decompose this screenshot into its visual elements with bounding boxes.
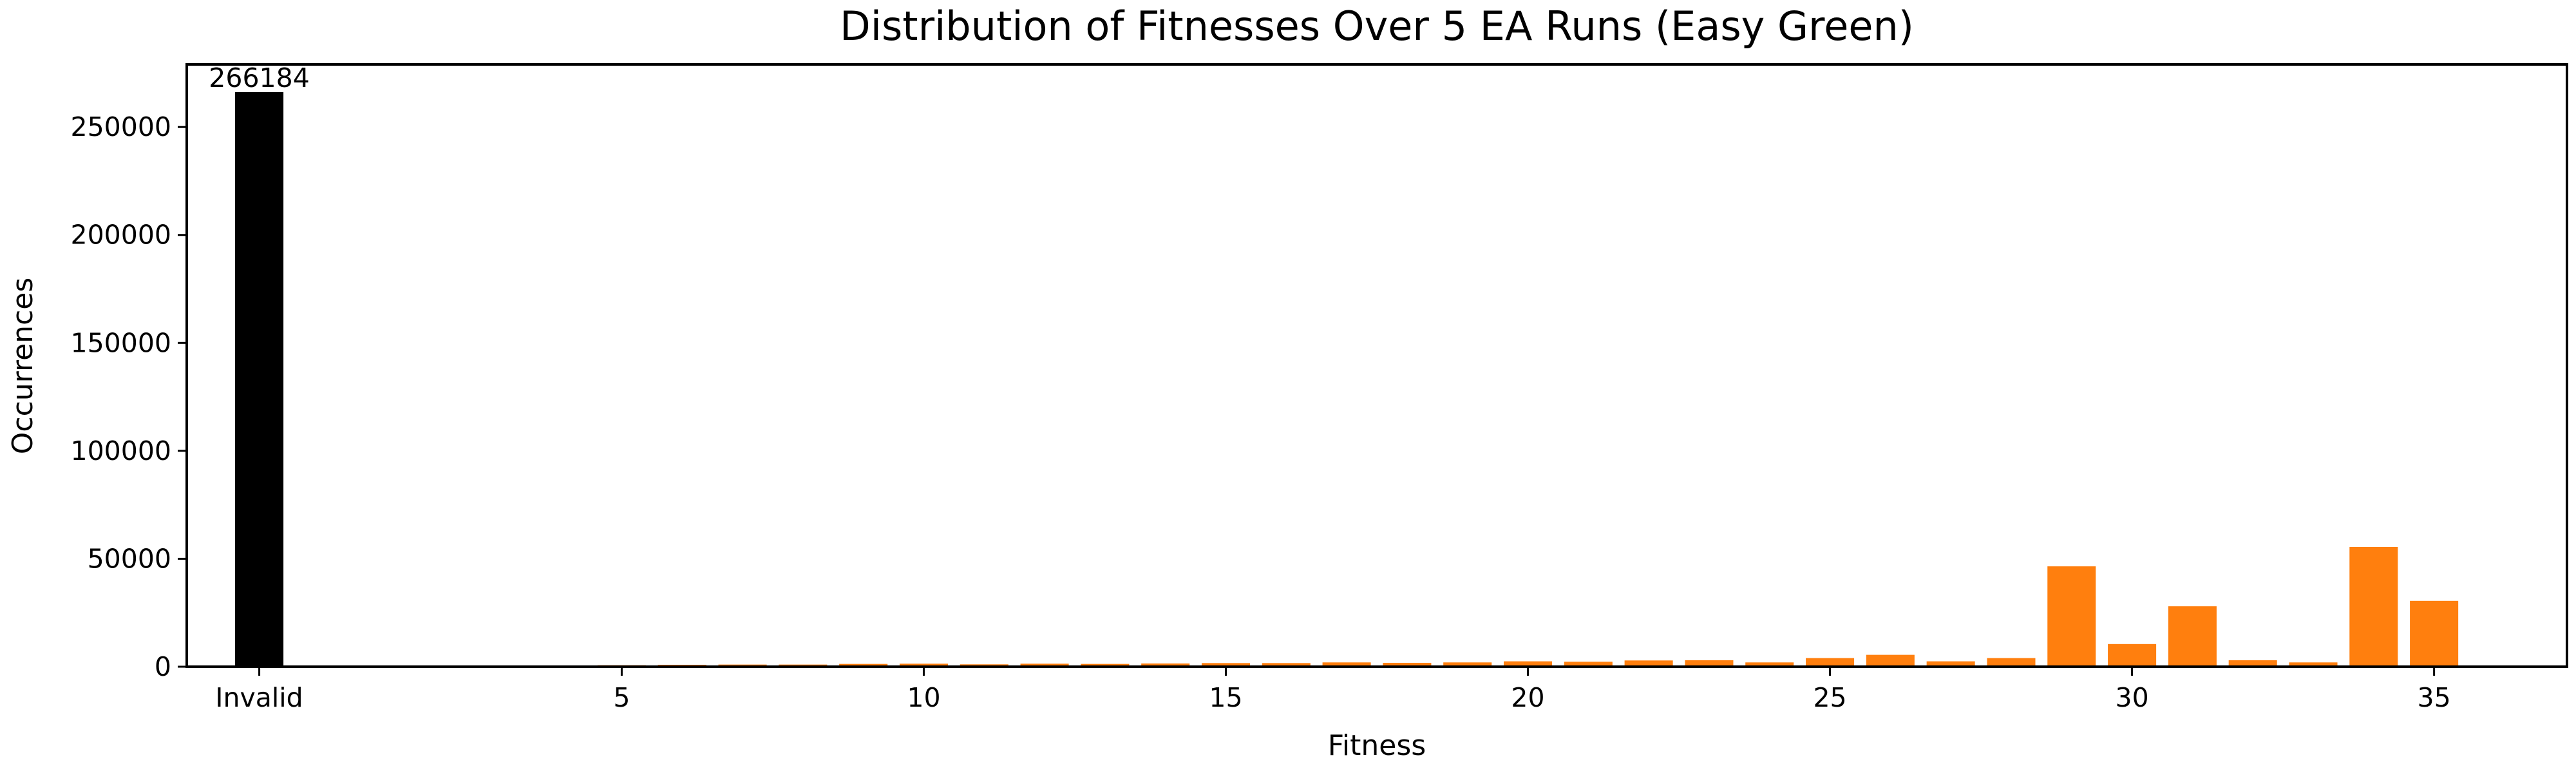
- bar-fitness-15: [1201, 663, 1251, 667]
- bar-fitness-13: [1081, 663, 1130, 667]
- y-tick-label-200000: 200000: [70, 220, 171, 251]
- bar-fitness-25: [1806, 658, 1855, 667]
- y-tick-label-0: 0: [155, 651, 171, 682]
- x-tick-label-15: 15: [1209, 682, 1242, 713]
- y-tick-label-50000: 50000: [88, 543, 171, 574]
- y-tick-label-100000: 100000: [70, 435, 171, 466]
- bar-fitness-33: [2289, 662, 2338, 667]
- plot-frame: [185, 63, 2568, 668]
- x-tick-label-30: 30: [2116, 682, 2149, 713]
- bar-fitness-17: [1322, 662, 1371, 667]
- bar-fitness-24: [1745, 662, 1794, 667]
- bar-fitness-27: [1926, 661, 1975, 667]
- bar-fitness-20: [1503, 661, 1553, 667]
- y-tick-label-250000: 250000: [70, 111, 171, 142]
- bar-fitness-19: [1443, 662, 1492, 667]
- bar-fitness-21: [1564, 662, 1613, 667]
- bar-fitness-34: [2349, 547, 2398, 667]
- bar-invalid: [235, 91, 284, 667]
- bar-fitness-32: [2228, 660, 2277, 667]
- bar-fitness-26: [1866, 654, 1915, 667]
- bar-fitness-12: [1020, 663, 1069, 667]
- x-tick-label-35: 35: [2418, 682, 2451, 713]
- bar-fitness-14: [1141, 663, 1190, 667]
- y-axis-label: Occurrences: [6, 278, 39, 454]
- y-tick-label-150000: 150000: [70, 327, 171, 358]
- bar-fitness-31: [2168, 606, 2217, 667]
- bar-fitness-18: [1383, 662, 1432, 667]
- x-axis-label: Fitness: [1328, 729, 1426, 762]
- bar-fitness-22: [1624, 660, 1673, 667]
- bar-fitness-35: [2410, 600, 2459, 667]
- x-tick-label-10: 10: [907, 682, 940, 713]
- x-tick-label-20: 20: [1511, 682, 1544, 713]
- ticks-layer: Invalid 5 10 15 20 25 30 35 0 50000 100000 150000 20…: [70, 111, 2450, 713]
- x-tick-label-5: 5: [613, 682, 630, 713]
- bar-fitness-29: [2047, 566, 2096, 667]
- chart-title: Distribution of Fitnesses Over 5 EA Runs…: [840, 3, 1914, 50]
- bar-fitness-23: [1685, 660, 1734, 667]
- x-tick-label-Invalid: Invalid: [215, 682, 303, 713]
- bar-fitness-9: [839, 663, 888, 667]
- bar-fitness-16: [1262, 663, 1311, 667]
- bar-fitness-30: [2108, 644, 2157, 667]
- x-tick-label-25: 25: [1813, 682, 1846, 713]
- data-label-invalid: 266184: [209, 62, 310, 93]
- bar-fitness-28: [1987, 658, 2036, 667]
- bar-fitness-10: [899, 663, 948, 667]
